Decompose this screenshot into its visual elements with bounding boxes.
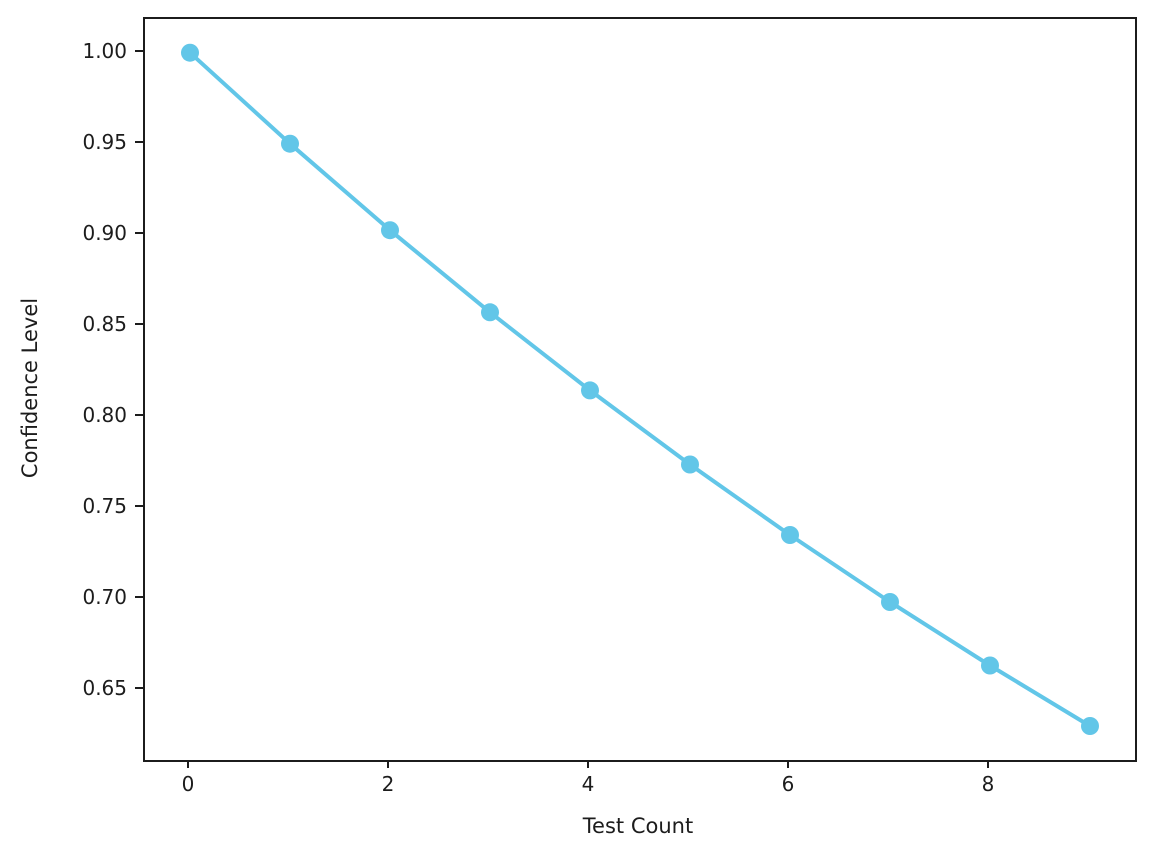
data-point-marker	[881, 593, 899, 611]
y-tick-mark	[135, 413, 143, 416]
data-point-marker	[481, 303, 499, 322]
x-tick-mark	[587, 760, 589, 768]
y-tick-mark	[135, 322, 143, 325]
x-tick-label: 4	[581, 772, 595, 796]
y-tick-label: 0.65	[82, 675, 127, 700]
y-tick-mark	[135, 140, 143, 143]
x-tick-mark	[387, 760, 389, 768]
data-point-marker	[681, 455, 699, 474]
data-point-marker	[381, 221, 399, 240]
y-tick-mark	[135, 504, 143, 507]
x-tick-label: 2	[381, 772, 395, 796]
data-point-marker	[581, 381, 599, 400]
x-tick-mark	[187, 760, 189, 768]
line-series-svg	[181, 43, 1099, 735]
y-tick-label: 0.85	[82, 311, 127, 336]
plot-area	[143, 17, 1137, 762]
y-tick-mark	[135, 231, 143, 234]
x-tick-label: 0	[181, 772, 195, 796]
y-tick-label: 0.95	[82, 129, 127, 154]
x-axis-label: Test Count	[582, 814, 694, 838]
data-point-marker	[1081, 717, 1099, 735]
y-tick-mark	[135, 595, 143, 598]
y-tick-label: 1.00	[82, 38, 127, 63]
y-tick-mark	[135, 49, 143, 52]
data-point-marker	[181, 43, 199, 62]
x-tick-mark	[987, 760, 989, 768]
series-line	[188, 50, 1092, 728]
y-tick-mark	[135, 686, 143, 689]
data-point-marker	[781, 526, 799, 544]
y-tick-label: 0.70	[82, 584, 127, 609]
x-tick-mark	[787, 760, 789, 768]
y-tick-label: 0.80	[82, 402, 127, 427]
y-tick-label: 0.90	[82, 220, 127, 245]
x-tick-label: 8	[981, 772, 995, 796]
data-point-marker	[281, 134, 299, 153]
y-tick-label: 0.75	[82, 493, 127, 518]
x-tick-label: 6	[781, 772, 795, 796]
data-point-marker	[981, 656, 999, 675]
